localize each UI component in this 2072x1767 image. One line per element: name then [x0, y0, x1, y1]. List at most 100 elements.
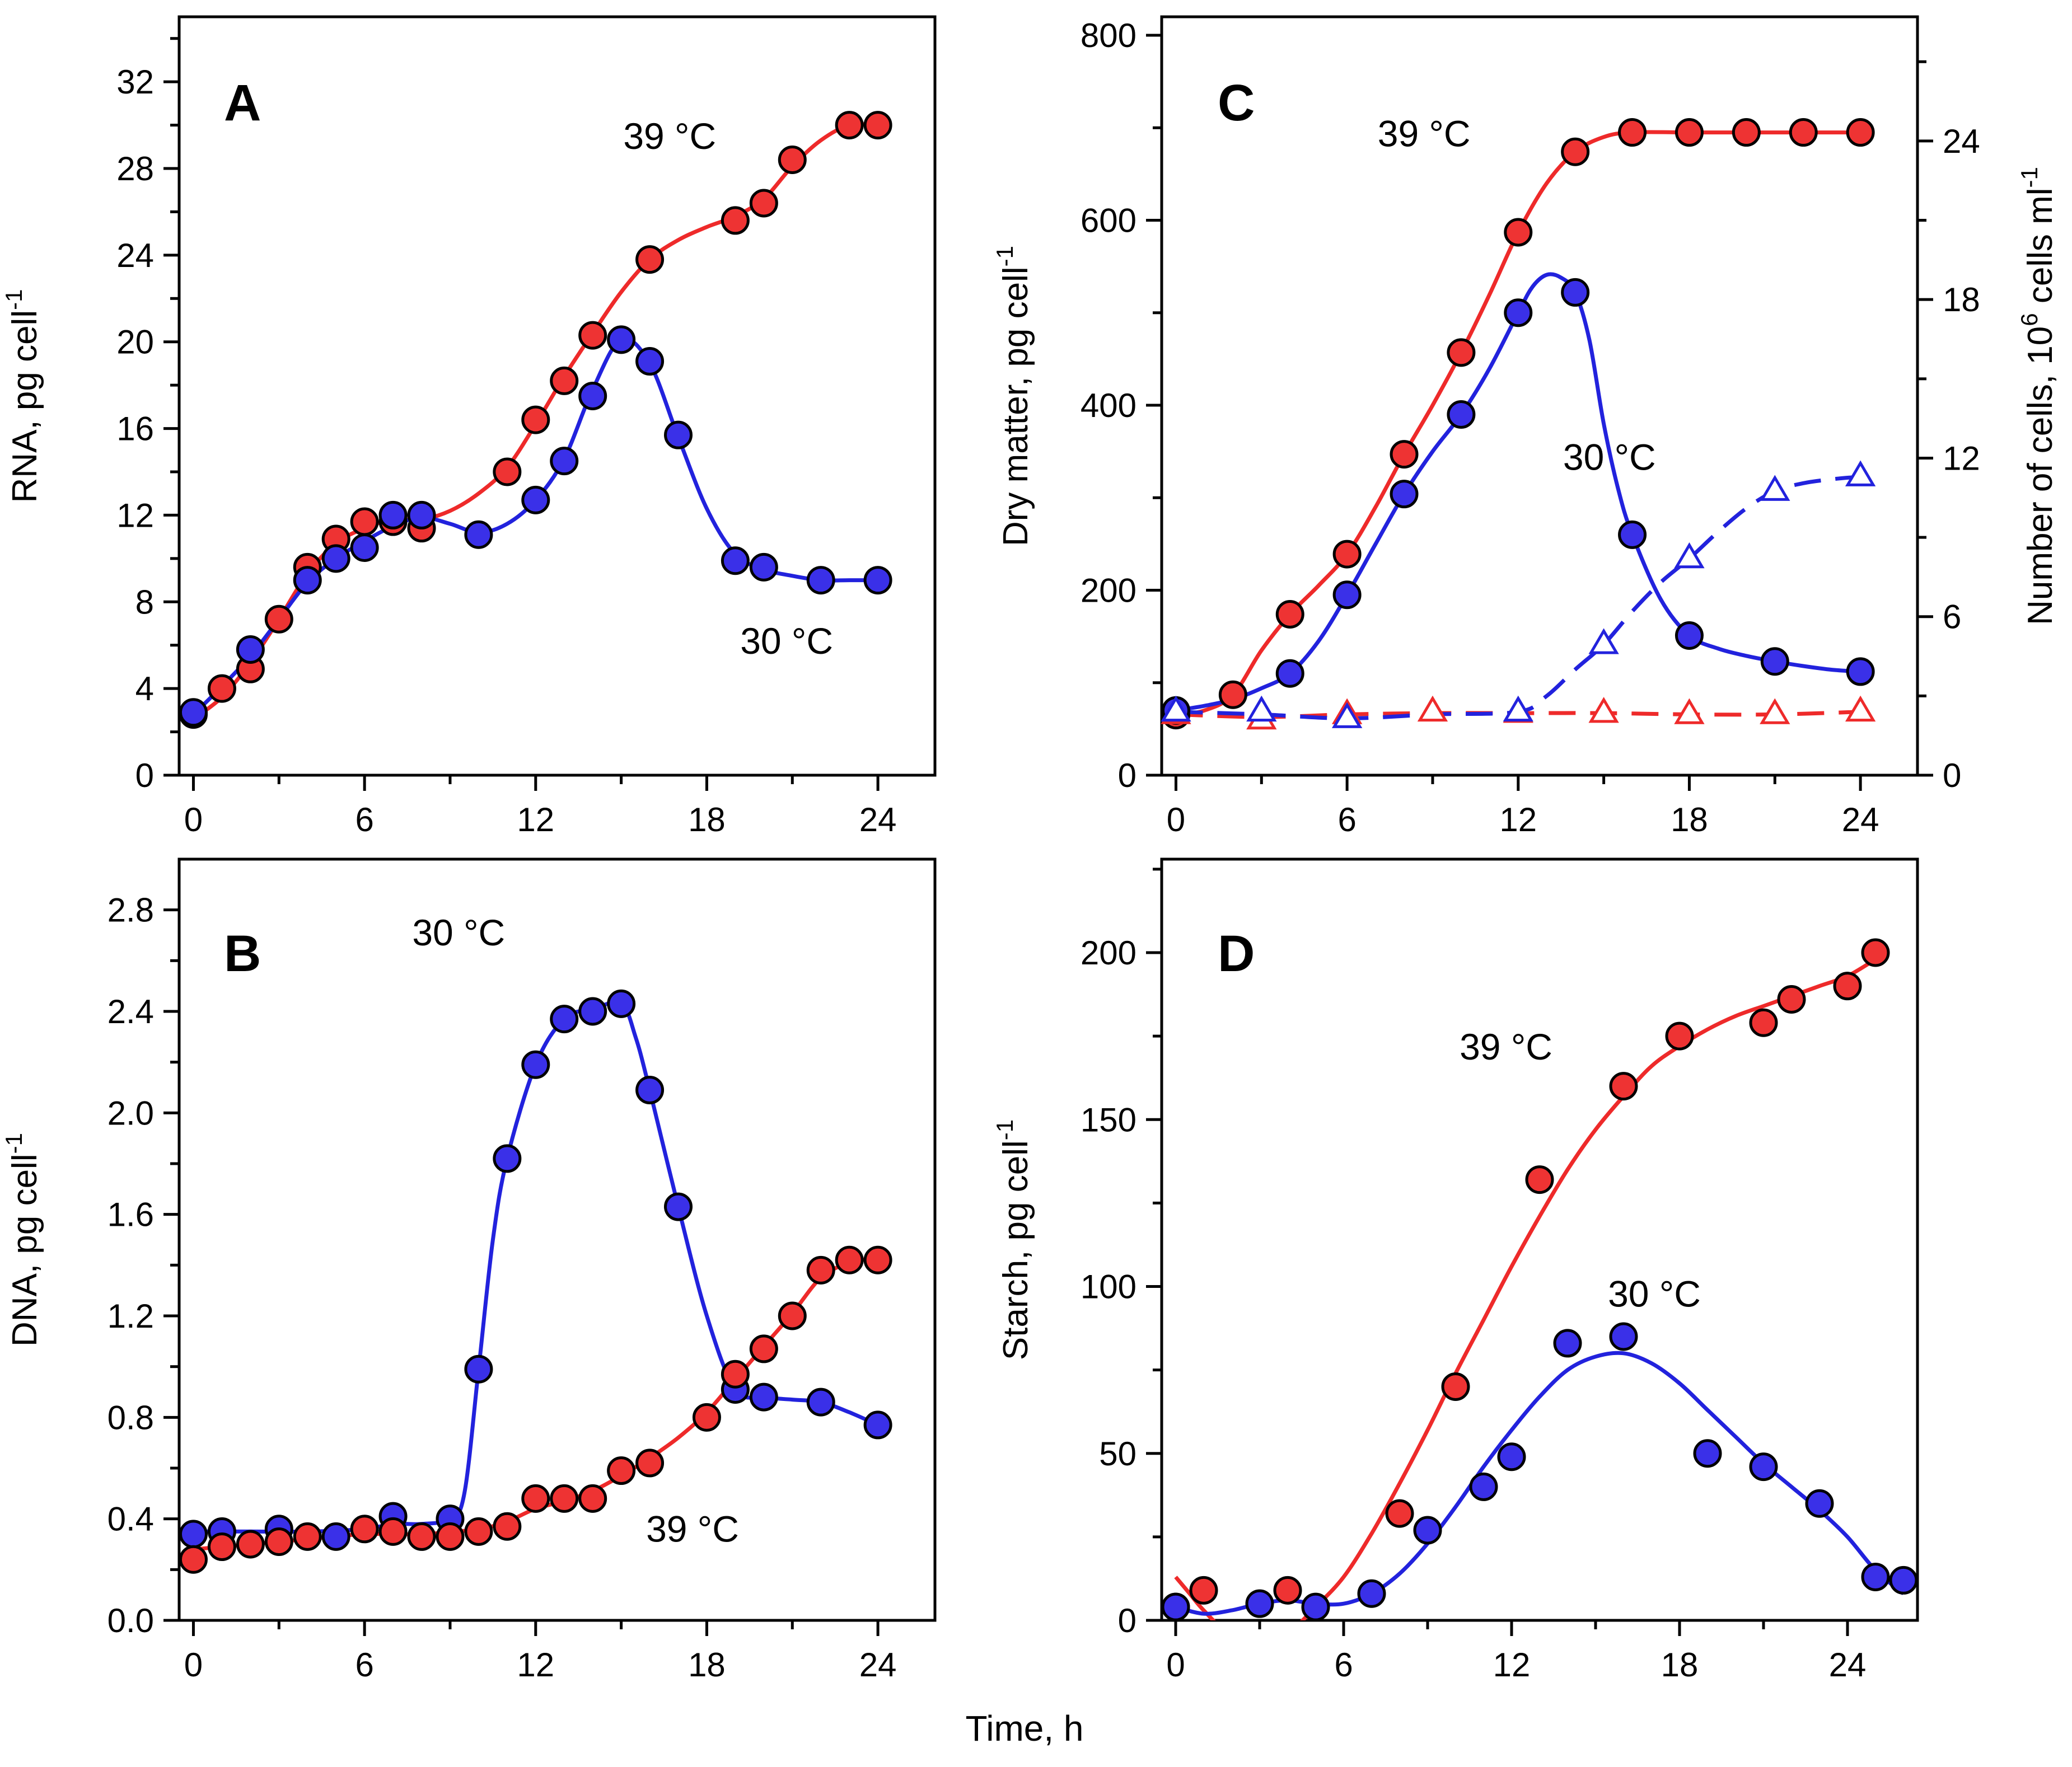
panel-a-series-label: 39 °C — [623, 115, 716, 157]
panel-c-series-3-marker — [1161, 695, 1191, 722]
panel-a-series-0-marker — [578, 321, 607, 350]
panel-b-series-0-marker — [806, 1388, 835, 1417]
y-title-main: Starch, pg cell — [997, 1140, 1035, 1360]
panel-b-series-1-marker — [635, 1449, 665, 1478]
panel-b-y-tick-label: 0.8 — [107, 1399, 154, 1436]
panel-d-starch: 0 6 12 18 24 0 50 100 150 200 Starch, pg cell-1 D 39… — [991, 857, 1919, 1684]
panel-c-series-1-marker — [1618, 520, 1647, 549]
panel-a-series-1-marker — [179, 698, 208, 727]
panel-b-series-1-marker — [493, 1512, 522, 1541]
panel-b-x-tick-label: 18 — [688, 1646, 726, 1684]
panel-b-series-1-marker — [806, 1255, 835, 1285]
panel-c-series-2-marker — [1674, 698, 1705, 724]
panel-b-series-1-marker — [778, 1301, 807, 1330]
panel-d-y-tick-label: 200 — [1081, 934, 1136, 972]
panel-a-series-1-marker — [749, 552, 778, 582]
panel-a-series-1-marker — [521, 485, 550, 514]
panel-c-series-3-marker — [1760, 475, 1790, 501]
panel-b-series-1-marker — [350, 1515, 379, 1544]
panel-d-series-label: 30 °C — [1608, 1273, 1701, 1314]
panel-b-series-0-marker — [863, 1410, 892, 1440]
panel-b-series-0-marker — [550, 1005, 579, 1034]
panel-b-series-1-marker — [607, 1456, 636, 1485]
panel-c-series-1-marker — [1504, 298, 1533, 327]
panel-c-dry-matter: 0 6 12 18 24 0 200 400 600 800 0 6 12 18 24 Number of c… — [991, 15, 2060, 838]
panel-b-series-0-marker — [607, 989, 636, 1018]
panel-d-series-1-marker — [1861, 1562, 1890, 1591]
y-title-superscript: -1 — [991, 1119, 1018, 1140]
panel-a-series-0-marker — [550, 366, 579, 395]
y-title-main: RNA, pg cell — [6, 310, 44, 503]
panel-c-series-2-marker — [1588, 697, 1619, 723]
panel-a-series-0-marker — [635, 245, 665, 274]
panel-c-series-0-marker — [1618, 118, 1647, 147]
panel-a-series-1-marker — [464, 520, 493, 549]
panel-b-series-label: 39 °C — [646, 1508, 739, 1549]
panel-d-series-1-marker — [1805, 1489, 1834, 1518]
panel-a-series-1-marker — [607, 325, 636, 354]
panel-b-series-1-marker — [236, 1530, 265, 1559]
panel-d-y-tick-label: 150 — [1081, 1101, 1136, 1138]
panel-a-series-1-marker — [350, 533, 379, 562]
panel-a-series-1-marker — [378, 500, 408, 529]
panel-b-series-0-marker — [578, 997, 607, 1026]
panel-b-series-1-marker — [407, 1522, 436, 1551]
panel-a-y-tick-label: 0 — [135, 757, 154, 794]
panel-d-y-axis-title: Starch, pg cell-1 — [991, 1119, 1035, 1360]
panel-d-series-0-marker — [1749, 1008, 1778, 1037]
panel-b-series-1-marker — [436, 1522, 465, 1551]
panel-b-y-tick-label: 1.6 — [107, 1196, 154, 1234]
panel-d-series-0-marker — [1189, 1576, 1218, 1605]
panel-b-series-1-marker — [721, 1360, 750, 1389]
panel-d-x-tick-label: 12 — [1493, 1646, 1531, 1684]
panel-b-series-1-marker — [550, 1484, 579, 1513]
panel-c-series-3-marker — [1588, 628, 1619, 654]
panel-d-series-0-marker — [1833, 972, 1862, 1001]
panel-b-letter: B — [224, 925, 261, 982]
panel-d-series-1-marker — [1497, 1442, 1526, 1471]
panel-b-series-1-marker — [464, 1517, 493, 1546]
panel-a-series-0-marker — [749, 189, 778, 218]
panel-a-y-tick-label: 20 — [116, 324, 154, 361]
panel-b-series-label: 30 °C — [412, 912, 505, 953]
panel-a-series-1-marker — [806, 566, 835, 595]
panel-c-letter: C — [1218, 74, 1255, 132]
panel-d-series-1-line — [1175, 1351, 1905, 1616]
panel-a-series-1-marker — [321, 544, 350, 573]
y-title-superscript: -1 — [1, 1133, 27, 1154]
panel-b-series-0-marker — [321, 1522, 350, 1551]
panel-c-series-1-marker — [1447, 400, 1476, 429]
panel-c-y-tick-label: 0 — [1118, 757, 1136, 794]
panel-d-series-1-marker — [1749, 1452, 1778, 1482]
panel-c-frame — [1160, 15, 1919, 777]
panel-b-y-tick-label: 2.4 — [107, 993, 154, 1030]
panel-d-frame — [1160, 857, 1919, 1622]
panel-c-series-0-marker — [1846, 118, 1875, 147]
panel-b-series-1-marker — [179, 1545, 208, 1574]
panel-c-series-1-marker — [1760, 647, 1789, 676]
panel-a-letter: A — [224, 74, 261, 132]
panel-a-series-0-marker — [721, 206, 750, 235]
panel-b-y-axis-title: DNA, pg cell-1 — [1, 1133, 44, 1347]
panel-d-x-tick-label: 6 — [1334, 1646, 1353, 1684]
panel-d-letter: D — [1218, 925, 1255, 982]
panel-d-series-0-marker — [1525, 1165, 1554, 1194]
panel-a-series-1-marker — [293, 566, 322, 595]
panel-c-series-1-marker — [1332, 580, 1362, 610]
panel-c-series-2-marker — [1760, 698, 1790, 724]
panel-b-y-tick-label: 1.2 — [107, 1297, 154, 1335]
panel-a-series-1-marker — [236, 635, 265, 664]
panel-c-series-0-marker — [1504, 218, 1533, 247]
panel-d-series-1-marker — [1553, 1329, 1582, 1358]
panel-c-series-label: 30 °C — [1563, 437, 1656, 478]
panel-c-series-0-marker — [1561, 137, 1590, 166]
panel-d-series-0-marker — [1777, 985, 1806, 1014]
panel-a-frame — [177, 15, 937, 777]
panel-c-x-tick-label: 18 — [1671, 801, 1708, 838]
panel-a-series-1-marker — [664, 420, 693, 449]
panel-a-series-1-marker — [863, 566, 892, 595]
panel-c-series-label: 39 °C — [1378, 113, 1471, 154]
panel-a-series-0-marker — [863, 111, 892, 140]
panel-a-x-tick-label: 18 — [688, 801, 726, 838]
